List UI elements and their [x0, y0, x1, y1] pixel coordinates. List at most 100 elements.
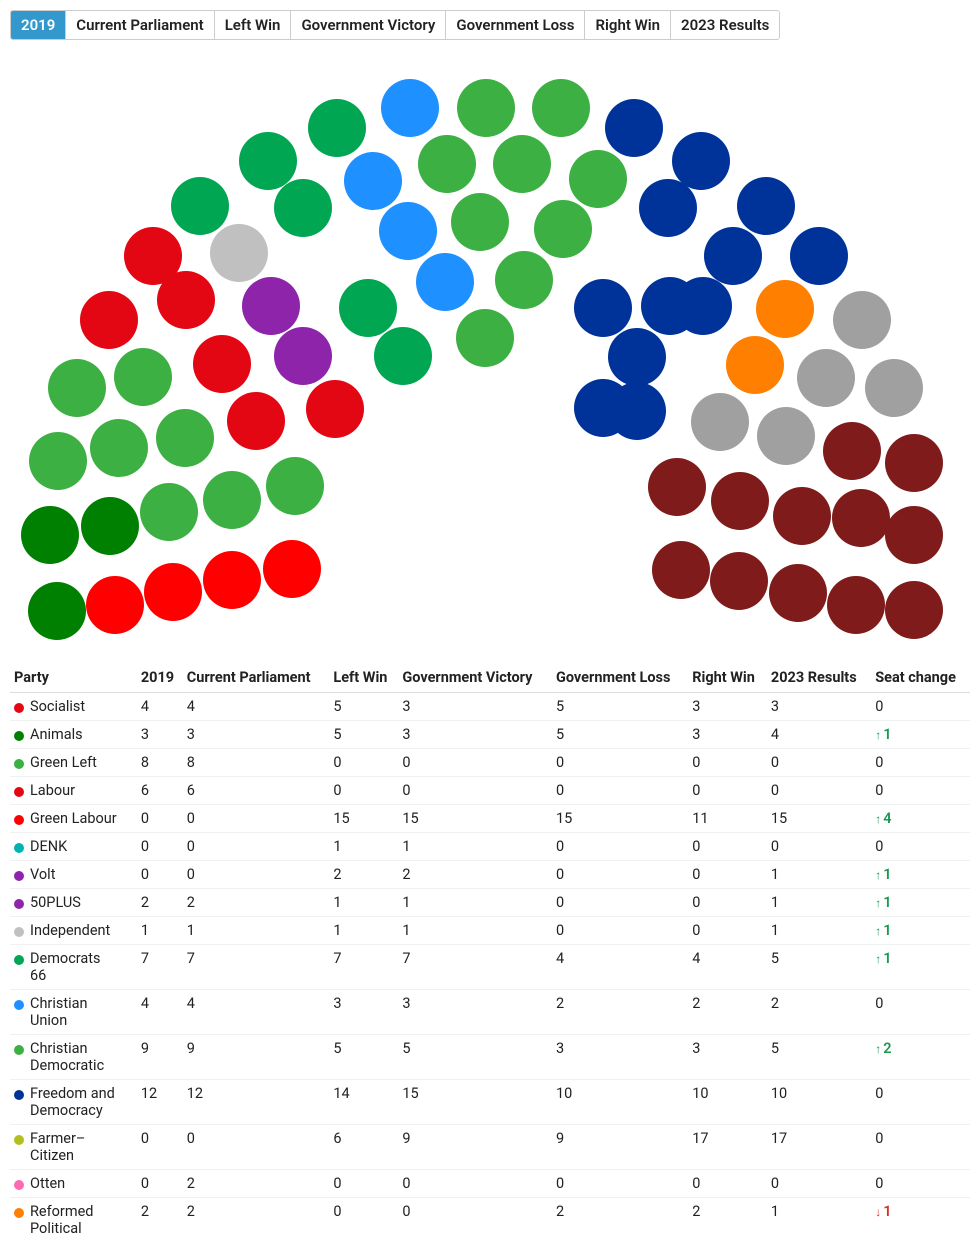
seat [674, 277, 732, 335]
value-cell: 2 [183, 1170, 330, 1198]
value-cell: 0 [688, 889, 767, 917]
value-cell: 3 [688, 693, 767, 721]
seat-change-value: ↑1 [875, 866, 891, 883]
tab-government-victory[interactable]: Government Victory [291, 11, 446, 39]
party-name: Green Left [30, 754, 97, 771]
party-cell: Democrats 66 [10, 945, 137, 990]
value-cell: 3 [183, 721, 330, 749]
party-cell: Farmer–Citizen [10, 1125, 137, 1170]
value-cell: 15 [329, 805, 398, 833]
value-cell: 5 [329, 1035, 398, 1080]
table-row: Democrats 667777445↑1 [10, 945, 970, 990]
seat [171, 177, 229, 235]
tab-left-win[interactable]: Left Win [215, 11, 292, 39]
value-cell: 2 [183, 1198, 330, 1243]
party-cell: Otten [10, 1170, 137, 1198]
value-cell: 0 [552, 777, 688, 805]
party-cell: Labour [10, 777, 137, 805]
seat [885, 506, 943, 564]
value-cell: 1 [329, 889, 398, 917]
value-cell: 0 [688, 861, 767, 889]
seat [726, 336, 784, 394]
seat-change-value: ↑4 [875, 810, 891, 827]
arrow-up-icon: ↑ [875, 868, 881, 882]
tab-current-parliament[interactable]: Current Parliament [66, 11, 214, 39]
seat [704, 227, 762, 285]
value-cell: 7 [329, 945, 398, 990]
party-color-dot [14, 955, 24, 965]
value-cell: 6 [183, 777, 330, 805]
seat-change-cell: ↑1 [871, 721, 970, 749]
seat [379, 202, 437, 260]
col-header: Government Victory [398, 663, 552, 693]
seat [832, 489, 890, 547]
seat [534, 200, 592, 258]
seat [652, 541, 710, 599]
party-name: Labour [30, 782, 75, 799]
party-name: Reformed Political [30, 1203, 120, 1237]
seat-change-cell: ↑1 [871, 861, 970, 889]
arrow-up-icon: ↑ [875, 896, 881, 910]
tab-right-win[interactable]: Right Win [585, 11, 671, 39]
seat [885, 581, 943, 639]
table-row: Independent1111001↑1 [10, 917, 970, 945]
party-color-dot [14, 703, 24, 713]
tab-government-loss[interactable]: Government Loss [446, 11, 585, 39]
seat [823, 422, 881, 480]
seat-change-value: ↑1 [875, 894, 891, 911]
value-cell: 2 [329, 861, 398, 889]
seat [28, 582, 86, 640]
value-cell: 3 [398, 693, 552, 721]
tab-2019[interactable]: 2019 [11, 11, 66, 39]
seat [691, 393, 749, 451]
seat [418, 135, 476, 193]
seat [266, 457, 324, 515]
seat [29, 432, 87, 490]
value-cell: 1 [137, 917, 183, 945]
seat [263, 540, 321, 598]
seat-change-cell: ↑1 [871, 917, 970, 945]
value-cell: 2 [552, 990, 688, 1035]
value-cell: 5 [329, 693, 398, 721]
tab-2023-results[interactable]: 2023 Results [671, 11, 779, 39]
seat [193, 335, 251, 393]
party-name: Farmer–Citizen [30, 1130, 120, 1164]
value-cell: 3 [688, 1035, 767, 1080]
value-cell: 0 [767, 749, 871, 777]
seat-change-cell: 0 [871, 749, 970, 777]
seat-change-cell: ↓1 [871, 1198, 970, 1243]
party-name: Independent [30, 922, 110, 939]
seat [532, 79, 590, 137]
value-cell: 0 [329, 1198, 398, 1243]
value-cell: 3 [329, 990, 398, 1035]
party-color-dot [14, 927, 24, 937]
value-cell: 0 [183, 1125, 330, 1170]
table-row: Volt0022001↑1 [10, 861, 970, 889]
value-cell: 0 [688, 917, 767, 945]
value-cell: 14 [329, 1080, 398, 1125]
party-color-dot [14, 759, 24, 769]
value-cell: 2 [398, 861, 552, 889]
seat [90, 419, 148, 477]
seat-change-cell: 0 [871, 1125, 970, 1170]
value-cell: 5 [329, 721, 398, 749]
value-cell: 1 [398, 833, 552, 861]
seat [648, 458, 706, 516]
col-header: Government Loss [552, 663, 688, 693]
results-table: Party2019Current ParliamentLeft WinGover… [10, 663, 970, 1242]
table-row: DENK00110000 [10, 833, 970, 861]
value-cell: 3 [137, 721, 183, 749]
value-cell: 0 [767, 777, 871, 805]
value-cell: 8 [137, 749, 183, 777]
value-cell: 15 [552, 805, 688, 833]
value-cell: 5 [767, 945, 871, 990]
seat-change-cell: 0 [871, 1170, 970, 1198]
seat [797, 349, 855, 407]
seat [210, 224, 268, 282]
party-name: Freedom and Democracy [30, 1085, 120, 1119]
value-cell: 1 [329, 917, 398, 945]
seat [757, 407, 815, 465]
value-cell: 6 [137, 777, 183, 805]
seat [569, 150, 627, 208]
value-cell: 4 [552, 945, 688, 990]
